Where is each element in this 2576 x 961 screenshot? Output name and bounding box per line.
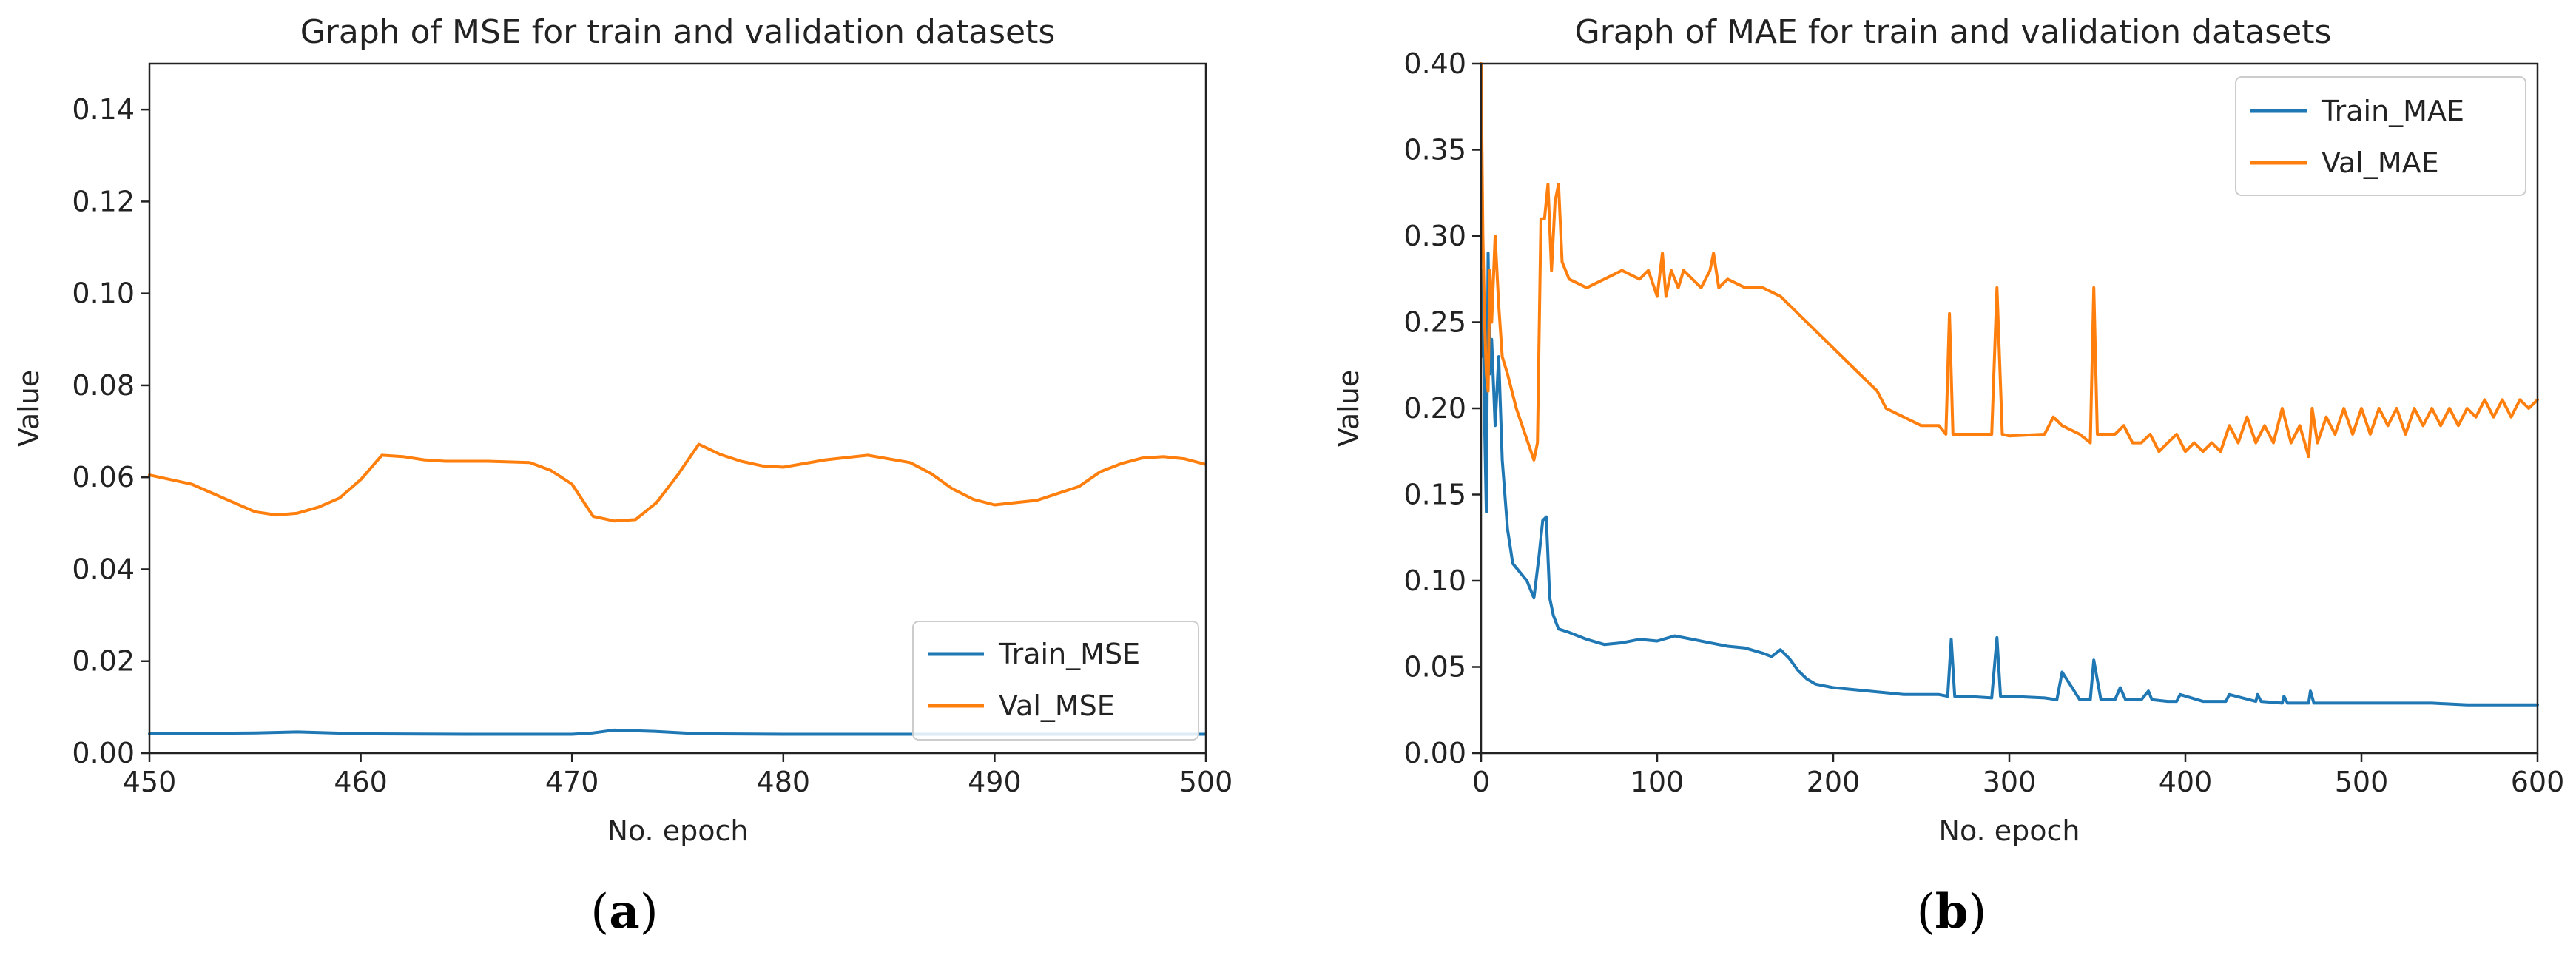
chart-a-x-tick-label: 490 bbox=[968, 766, 1022, 798]
chart-b-y-tick-label: 0.40 bbox=[1403, 47, 1466, 80]
chart-b-y-tick-label: 0.15 bbox=[1403, 479, 1466, 511]
chart-b-y-tick-label: 0.25 bbox=[1403, 306, 1466, 339]
chart-a-frame bbox=[148, 62, 1207, 755]
chart-a-y-axis: 0.00 0.02 0.04 0.06 0.08 0.10 0.12 0.14 bbox=[72, 93, 149, 769]
chart-a-x-tick-label: 500 bbox=[1179, 766, 1233, 798]
chart-b-y-tick-label: 0.30 bbox=[1403, 220, 1466, 252]
chart-a-x-label: No. epoch bbox=[607, 815, 749, 847]
chart-a-y-tick-label: 0.14 bbox=[72, 93, 135, 126]
chart-a-x-tick-label: 480 bbox=[757, 766, 811, 798]
chart-a-legend: Train_MSE Val_MSE bbox=[912, 621, 1199, 741]
chart-b-x-axis: 0 100 200 300 400 500 600 bbox=[1472, 753, 2564, 798]
chart-b-legend-train-label: Train_MAE bbox=[2321, 95, 2464, 127]
chart-a-y-tick-label: 0.10 bbox=[72, 277, 135, 310]
chart-b-x-tick-label: 600 bbox=[2511, 766, 2565, 798]
chart-a-y-tick-label: 0.12 bbox=[72, 185, 135, 218]
chart-b-legend-box bbox=[2235, 76, 2526, 196]
chart-b-y-tick-label: 0.05 bbox=[1403, 651, 1466, 684]
chart-b-caption: (b) bbox=[1917, 884, 1987, 940]
chart-b-series-val-mae bbox=[1480, 62, 2539, 462]
chart-b-series-train-mae bbox=[1480, 252, 2539, 707]
chart-b-y-tick-label: 0.20 bbox=[1403, 392, 1466, 425]
chart-a-x-tick-label: 450 bbox=[123, 766, 177, 798]
chart-a-caption: (a) bbox=[590, 884, 658, 940]
chart-b-caption-letter: b bbox=[1935, 884, 1969, 940]
chart-a-x-axis: 450 460 470 480 490 500 bbox=[123, 753, 1233, 798]
chart-b-x-tick-label: 300 bbox=[1983, 766, 2037, 798]
chart-b-y-label: Value bbox=[1332, 370, 1365, 447]
chart-b-title: Graph of MAE for train and validation da… bbox=[1575, 13, 2332, 51]
chart-a-series-val-mse bbox=[148, 442, 1207, 523]
chart-a-y-tick-label: 0.00 bbox=[72, 737, 135, 769]
chart-b-x-tick-label: 0 bbox=[1472, 766, 1490, 798]
chart-a-y-tick-label: 0.04 bbox=[72, 553, 135, 585]
chart-b-x-tick-label: 400 bbox=[2159, 766, 2213, 798]
chart-b-y-tick-label: 0.35 bbox=[1403, 134, 1466, 166]
chart-a: Graph of MSE for train and validation da… bbox=[13, 13, 1233, 940]
chart-b-x-tick-label: 200 bbox=[1807, 766, 1861, 798]
chart-a-y-label: Value bbox=[13, 370, 45, 447]
chart-b-legend-val-label: Val_MAE bbox=[2322, 146, 2439, 179]
chart-b-x-label: No. epoch bbox=[1939, 815, 2080, 847]
chart-a-legend-val-label: Val_MSE bbox=[999, 689, 1115, 722]
chart-a-y-tick-label: 0.06 bbox=[72, 461, 135, 493]
chart-a-title: Graph of MSE for train and validation da… bbox=[300, 13, 1056, 51]
chart-a-y-tick-label: 0.08 bbox=[72, 369, 135, 402]
chart-a-legend-box bbox=[912, 621, 1199, 741]
chart-b-x-tick-label: 100 bbox=[1631, 766, 1685, 798]
chart-a-y-tick-label: 0.02 bbox=[72, 645, 135, 678]
chart-b-y-tick-label: 0.10 bbox=[1403, 564, 1466, 597]
chart-a-legend-train-label: Train_MSE bbox=[998, 638, 1140, 670]
chart-a-x-tick-label: 470 bbox=[545, 766, 599, 798]
chart-a-caption-letter: a bbox=[609, 884, 639, 940]
chart-b-y-axis: 0.00 0.05 0.10 0.15 0.20 0.25 0.30 0.35 0.40 bbox=[1403, 47, 1481, 769]
chart-b-legend: Train_MAE Val_MAE bbox=[2235, 76, 2526, 196]
chart-b-y-tick-label: 0.00 bbox=[1403, 737, 1466, 769]
chart-b: Graph of MAE for train and validation da… bbox=[1332, 13, 2564, 940]
chart-b-plot-area bbox=[1480, 62, 2539, 707]
chart-b-x-tick-label: 500 bbox=[2335, 766, 2389, 798]
chart-a-x-tick-label: 460 bbox=[334, 766, 388, 798]
